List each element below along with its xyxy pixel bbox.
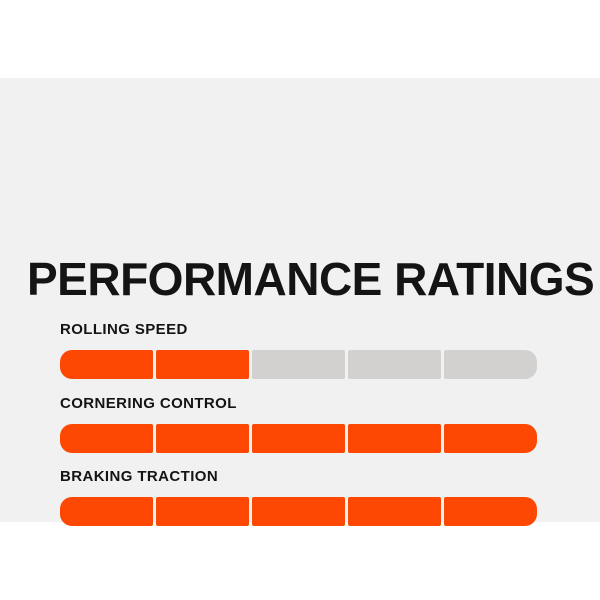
- rating-segment-filled: [444, 424, 537, 453]
- rating-segment-empty: [348, 350, 441, 379]
- rating-row-cornering-control: CORNERING CONTROL: [60, 396, 537, 456]
- rating-segment-filled: [252, 424, 345, 453]
- rating-segment-filled: [348, 424, 441, 453]
- ratings-panel: PERFORMANCE RATINGS ROLLING SPEED CORNER…: [0, 78, 600, 526]
- rating-row-braking-traction: BRAKING TRACTION: [60, 469, 537, 529]
- rating-row-rolling-speed: ROLLING SPEED: [60, 322, 537, 382]
- rating-segment-filled: [60, 497, 153, 526]
- rating-segment-filled: [252, 497, 345, 526]
- rating-segment-filled: [444, 497, 537, 526]
- rating-segment-filled: [156, 497, 249, 526]
- rating-label: BRAKING TRACTION: [60, 468, 219, 485]
- rating-segment-filled: [348, 497, 441, 526]
- rating-segment-filled: [60, 350, 153, 379]
- rating-label: ROLLING SPEED: [60, 321, 188, 338]
- rating-segment-filled: [156, 350, 249, 379]
- rating-segment-empty: [252, 350, 345, 379]
- rating-bar: [60, 497, 537, 526]
- page-title: PERFORMANCE RATINGS: [27, 252, 595, 305]
- rating-segment-filled: [156, 424, 249, 453]
- rating-bar: [60, 424, 537, 453]
- rating-segment-filled: [60, 424, 153, 453]
- rating-label: CORNERING CONTROL: [60, 395, 237, 412]
- rating-segment-empty: [444, 350, 537, 379]
- rating-bar: [60, 350, 537, 379]
